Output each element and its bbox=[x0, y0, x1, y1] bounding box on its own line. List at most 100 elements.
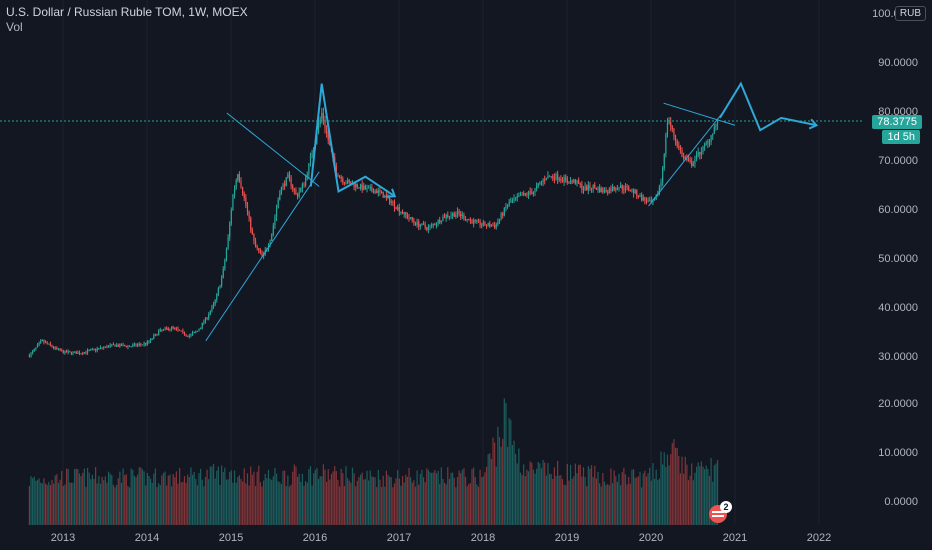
volume-bar bbox=[209, 466, 211, 525]
candle-body bbox=[460, 213, 462, 217]
currency-badge[interactable]: RUB bbox=[894, 6, 926, 21]
candle-body bbox=[248, 211, 250, 218]
volume-bar bbox=[316, 467, 318, 525]
candle-body bbox=[607, 192, 609, 194]
trend-drawings[interactable] bbox=[205, 81, 819, 342]
candle-body bbox=[156, 333, 158, 336]
volume-bar bbox=[560, 475, 562, 525]
candle-body bbox=[191, 333, 194, 335]
candle-body bbox=[40, 341, 42, 344]
symbol-title[interactable]: U.S. Dollar / Russian Ruble TOM, 1W, MOE… bbox=[6, 5, 248, 19]
volume-bar bbox=[30, 476, 32, 525]
volume-bar bbox=[644, 470, 646, 525]
volume-bar bbox=[537, 461, 539, 525]
candle-body bbox=[53, 346, 55, 349]
volume-bar bbox=[28, 486, 30, 525]
candle-body bbox=[301, 184, 303, 188]
volume-bar bbox=[116, 484, 118, 525]
volume-bar bbox=[497, 426, 499, 525]
volume-bar bbox=[75, 468, 77, 525]
volume-bar bbox=[326, 481, 328, 525]
volume-bar bbox=[117, 478, 119, 525]
volume-bar bbox=[705, 465, 707, 525]
volume-bar bbox=[114, 487, 116, 525]
candle-body bbox=[623, 189, 625, 191]
volume-bar bbox=[250, 466, 252, 525]
candle-body bbox=[368, 187, 370, 189]
volume-bar bbox=[377, 469, 379, 525]
volume-bar bbox=[356, 480, 358, 525]
projection-path-5 bbox=[719, 81, 817, 132]
price-tick-label: 0.0000 bbox=[884, 496, 918, 508]
candle-body bbox=[104, 346, 106, 348]
volume-bar bbox=[434, 470, 436, 525]
volume-bar bbox=[636, 477, 638, 525]
candle-body bbox=[271, 234, 273, 241]
volume-bar bbox=[500, 446, 502, 525]
candle-body bbox=[98, 348, 100, 350]
volume-bar bbox=[335, 471, 337, 525]
candle-body bbox=[553, 177, 555, 180]
volume-bar bbox=[673, 439, 675, 525]
volume-bar bbox=[411, 482, 413, 525]
candle-body bbox=[290, 177, 292, 186]
volume-bar bbox=[156, 487, 158, 525]
candle-body bbox=[272, 225, 274, 235]
candle-body bbox=[217, 288, 219, 294]
candle-body bbox=[88, 350, 90, 352]
candle-body bbox=[687, 159, 690, 161]
volume-bar bbox=[670, 454, 672, 525]
candle-body bbox=[114, 344, 116, 347]
volume-bar bbox=[269, 478, 271, 525]
price-axis[interactable]: 100.000090.000080.000070.000060.000050.0… bbox=[864, 0, 932, 520]
candle-body bbox=[90, 349, 92, 351]
candle-body bbox=[489, 223, 491, 227]
candle-body bbox=[463, 214, 465, 220]
candle-body bbox=[471, 220, 473, 224]
candle-body bbox=[422, 223, 425, 225]
volume-bar bbox=[322, 464, 324, 525]
volume-bar bbox=[296, 476, 299, 525]
candle-body bbox=[671, 126, 673, 129]
candle-body bbox=[548, 175, 551, 177]
candle-body bbox=[626, 186, 628, 188]
volume-bar bbox=[330, 473, 333, 525]
volume-bar bbox=[704, 469, 706, 525]
candle-body bbox=[337, 174, 339, 177]
candle-body bbox=[112, 344, 114, 346]
volume-bar bbox=[660, 451, 662, 525]
volume-bar bbox=[542, 459, 544, 525]
candle-body bbox=[28, 355, 30, 357]
candle-body bbox=[558, 178, 560, 180]
volume-bar bbox=[298, 473, 300, 525]
candle-body bbox=[442, 217, 444, 222]
volume-bar bbox=[130, 468, 132, 525]
candle-body bbox=[151, 338, 153, 340]
volume-bar bbox=[468, 483, 470, 525]
candle-body bbox=[695, 154, 698, 160]
candle-body bbox=[41, 340, 43, 342]
candle-body bbox=[371, 187, 373, 191]
volume-bar bbox=[324, 469, 326, 525]
volume-bar bbox=[699, 466, 701, 525]
candle-body bbox=[452, 213, 454, 216]
volume-bar bbox=[678, 456, 680, 525]
candle-body bbox=[229, 223, 231, 238]
candle-body bbox=[233, 188, 236, 195]
volume-bar bbox=[592, 477, 594, 525]
volume-bar bbox=[174, 477, 176, 525]
volume-bar bbox=[481, 477, 483, 525]
candle-body bbox=[311, 153, 313, 157]
volume-bar bbox=[558, 475, 560, 525]
volume-bar bbox=[74, 469, 76, 525]
volume-bar bbox=[277, 481, 279, 525]
candle-body bbox=[117, 345, 119, 347]
candle-body bbox=[434, 224, 436, 226]
volume-bar bbox=[599, 483, 601, 525]
candle-body bbox=[494, 225, 496, 228]
volume-indicator-label[interactable]: Vol bbox=[6, 20, 23, 34]
candle-body bbox=[195, 331, 197, 333]
candle-body bbox=[613, 186, 615, 190]
candle-body bbox=[75, 351, 77, 354]
